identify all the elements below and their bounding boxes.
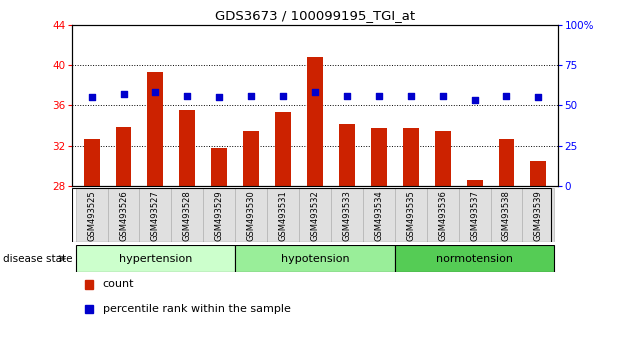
Text: GSM493535: GSM493535 xyxy=(406,190,415,241)
Bar xyxy=(522,188,554,242)
Text: GSM493529: GSM493529 xyxy=(215,190,224,241)
Point xyxy=(246,93,256,98)
Text: GSM493527: GSM493527 xyxy=(151,190,160,241)
Bar xyxy=(339,125,355,186)
Text: GSM493528: GSM493528 xyxy=(183,190,192,241)
Text: hypotension: hypotension xyxy=(281,253,349,264)
Bar xyxy=(371,129,387,186)
Bar xyxy=(459,188,491,242)
Bar xyxy=(427,188,459,242)
Point xyxy=(278,93,288,98)
Bar xyxy=(498,138,515,186)
Bar xyxy=(267,188,299,242)
Point xyxy=(86,95,96,100)
Bar xyxy=(435,131,450,186)
Text: GDS3673 / 100099195_TGI_at: GDS3673 / 100099195_TGI_at xyxy=(215,9,415,22)
Text: GSM493536: GSM493536 xyxy=(438,190,447,241)
Point xyxy=(406,93,416,98)
Point xyxy=(438,93,448,98)
Text: GSM493533: GSM493533 xyxy=(343,190,352,241)
Point xyxy=(118,91,129,97)
Bar xyxy=(211,148,227,186)
Bar xyxy=(203,188,235,242)
Bar xyxy=(331,188,363,242)
Text: percentile rank within the sample: percentile rank within the sample xyxy=(103,304,290,314)
Point xyxy=(151,90,161,95)
Text: GSM493532: GSM493532 xyxy=(311,190,319,241)
Point xyxy=(374,93,384,98)
Point xyxy=(310,90,320,95)
Text: GSM493526: GSM493526 xyxy=(119,190,128,241)
Text: count: count xyxy=(103,279,134,290)
Bar xyxy=(395,188,427,242)
Bar xyxy=(467,180,483,186)
Bar xyxy=(275,112,291,186)
Bar xyxy=(299,188,331,242)
Text: GSM493539: GSM493539 xyxy=(534,190,543,241)
Bar xyxy=(171,188,203,242)
Text: GSM493525: GSM493525 xyxy=(87,190,96,241)
Point xyxy=(469,98,479,103)
Bar xyxy=(147,72,163,186)
Text: hypertension: hypertension xyxy=(118,253,192,264)
Bar xyxy=(180,110,195,186)
Bar xyxy=(363,188,395,242)
Bar xyxy=(115,127,132,186)
Text: disease state: disease state xyxy=(3,253,72,264)
Text: GSM493530: GSM493530 xyxy=(247,190,256,241)
Point xyxy=(501,93,512,98)
Text: GSM493538: GSM493538 xyxy=(502,190,511,241)
Bar xyxy=(395,245,554,272)
Point xyxy=(342,93,352,98)
Bar xyxy=(108,188,139,242)
Bar xyxy=(530,161,546,186)
Bar xyxy=(139,188,171,242)
Text: GSM493531: GSM493531 xyxy=(278,190,287,241)
Point xyxy=(214,95,224,100)
Bar xyxy=(307,57,323,186)
Bar xyxy=(243,131,259,186)
Point xyxy=(534,95,544,100)
Bar xyxy=(76,188,108,242)
Text: GSM493537: GSM493537 xyxy=(470,190,479,241)
Bar xyxy=(403,129,419,186)
Text: GSM493534: GSM493534 xyxy=(374,190,383,241)
Text: normotension: normotension xyxy=(436,253,513,264)
Bar xyxy=(84,138,100,186)
Bar xyxy=(235,188,267,242)
Bar xyxy=(491,188,522,242)
Bar xyxy=(76,245,235,272)
Point xyxy=(182,93,192,98)
Bar xyxy=(235,245,395,272)
